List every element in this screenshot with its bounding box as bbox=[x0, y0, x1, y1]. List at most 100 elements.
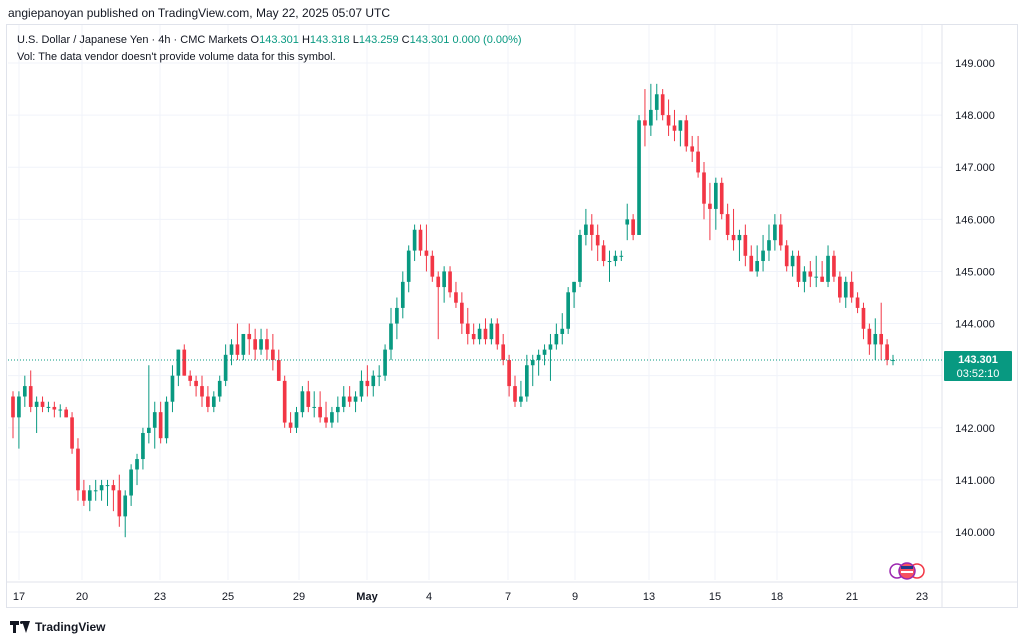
candle-body bbox=[548, 344, 553, 350]
low-value: 143.259 bbox=[358, 34, 399, 46]
candle-body bbox=[595, 234, 600, 246]
candle-body bbox=[223, 354, 228, 381]
high-value: 143.318 bbox=[309, 34, 350, 46]
candle-body bbox=[70, 417, 74, 449]
price-tag bbox=[944, 350, 1012, 381]
candle-body bbox=[395, 307, 399, 324]
candle-body bbox=[294, 412, 299, 428]
high-label: H bbox=[301, 34, 310, 46]
candle-body bbox=[371, 375, 376, 387]
candle-body bbox=[867, 328, 872, 345]
candle-body bbox=[838, 276, 842, 298]
y-tick-label: 147.000 bbox=[955, 162, 995, 174]
candle-body bbox=[560, 328, 565, 334]
candle-body bbox=[684, 120, 689, 147]
x-tick-label: 21 bbox=[846, 591, 858, 603]
chart-frame[interactable] bbox=[6, 24, 1018, 608]
candle-body bbox=[784, 245, 789, 267]
price-tag-value: 143.301 bbox=[958, 354, 998, 366]
candle-body bbox=[123, 495, 128, 517]
candle-body bbox=[761, 250, 765, 262]
candle-body bbox=[442, 271, 446, 288]
candle-body bbox=[276, 360, 281, 381]
x-tick-label: 4 bbox=[426, 591, 432, 603]
candle-body bbox=[495, 323, 500, 345]
x-tick-label: 20 bbox=[76, 591, 88, 603]
candle-body bbox=[666, 115, 671, 126]
candle-body bbox=[40, 401, 45, 407]
candle-body bbox=[507, 360, 511, 387]
candle-body bbox=[365, 380, 370, 387]
x-tick-label: 23 bbox=[916, 591, 928, 603]
candle-body bbox=[820, 276, 824, 282]
candle-body bbox=[424, 250, 429, 256]
candle-body bbox=[566, 292, 570, 329]
open-value: 143.301 bbox=[259, 34, 299, 46]
candle-body bbox=[607, 261, 612, 263]
candle-body bbox=[383, 349, 387, 376]
candle-body bbox=[265, 339, 269, 350]
candle-body bbox=[34, 401, 39, 407]
candle-body bbox=[22, 386, 27, 397]
publish-bar: angiepanoyan published on TradingView.co… bbox=[0, 0, 1024, 24]
candle-body bbox=[513, 386, 517, 402]
candle-body bbox=[105, 485, 110, 487]
candle-body bbox=[353, 396, 358, 402]
candle-body bbox=[377, 375, 382, 377]
candle-body bbox=[554, 333, 559, 345]
x-tick-label: 9 bbox=[572, 591, 578, 603]
candle-body bbox=[849, 281, 854, 298]
candle-body bbox=[241, 333, 246, 355]
footer-brand[interactable]: TradingView bbox=[10, 618, 105, 636]
candle-body bbox=[135, 459, 139, 470]
candle-body bbox=[519, 396, 523, 402]
candle-body bbox=[117, 490, 122, 517]
candle-body bbox=[46, 406, 51, 408]
candle-body bbox=[773, 224, 777, 241]
candle-body bbox=[471, 333, 476, 340]
candle-body bbox=[306, 391, 311, 407]
candle-body bbox=[288, 422, 293, 428]
candle-body bbox=[713, 182, 718, 209]
candle-body bbox=[589, 224, 594, 235]
candle-body bbox=[76, 448, 80, 491]
candle-body bbox=[654, 94, 659, 110]
candle-body bbox=[253, 339, 257, 350]
candle-body bbox=[312, 406, 317, 408]
candle-body bbox=[613, 255, 618, 262]
candle-body bbox=[111, 485, 116, 491]
candle-body bbox=[359, 380, 364, 397]
candle-body bbox=[530, 360, 535, 366]
candle-body bbox=[879, 333, 884, 345]
y-tick-label: 141.000 bbox=[955, 475, 995, 487]
candle-body bbox=[418, 229, 423, 251]
candle-body bbox=[672, 125, 677, 131]
candle-body bbox=[330, 412, 334, 423]
x-tick-label: 29 bbox=[293, 591, 305, 603]
candle-body bbox=[170, 375, 175, 402]
candle-body bbox=[731, 234, 736, 241]
y-tick-label: 149.000 bbox=[955, 58, 995, 70]
candle-body bbox=[477, 328, 482, 340]
y-tick-label: 144.000 bbox=[955, 319, 995, 331]
candle-body bbox=[660, 94, 665, 116]
published-text: angiepanoyan published on TradingView.co… bbox=[8, 6, 391, 20]
candle-body bbox=[448, 271, 452, 293]
candle-body bbox=[725, 214, 730, 235]
candle-body bbox=[796, 255, 801, 282]
candle-body bbox=[188, 375, 193, 381]
candle-body bbox=[749, 255, 754, 272]
candle-body bbox=[430, 255, 435, 277]
candle-body bbox=[536, 354, 541, 361]
candle-body bbox=[28, 386, 33, 407]
candle-body bbox=[861, 307, 866, 329]
close-label: C bbox=[401, 34, 410, 46]
candle-body bbox=[87, 490, 92, 501]
candle-body bbox=[696, 151, 700, 173]
candle-body bbox=[767, 240, 771, 251]
candle-body bbox=[643, 120, 647, 126]
x-tick-label: May bbox=[356, 591, 378, 603]
candle-body bbox=[406, 250, 411, 282]
candle-body bbox=[708, 203, 712, 209]
